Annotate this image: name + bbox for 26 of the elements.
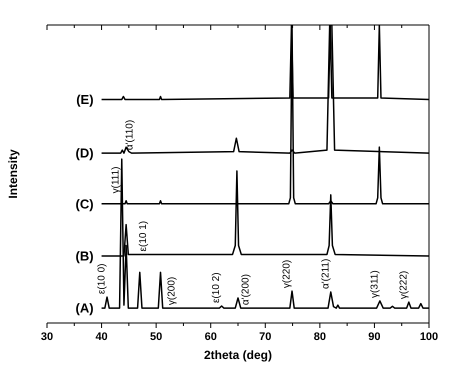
annotation: ε(10 1) [138,220,150,252]
annotation: γ(220) [282,260,293,288]
annotation: γ(222) [398,270,410,300]
annotation: α'(200) [240,274,252,306]
x-tick-label: 50 [150,331,162,343]
series-label: (A) [76,300,94,316]
x-axis-title: 2theta (deg) [204,348,272,362]
series-label: (B) [76,248,94,264]
x-tick-label: 80 [314,331,326,343]
y-axis-title: Intensity [6,149,20,199]
x-tick-label: 60 [204,331,217,343]
annotation: ε(10 2) [211,272,222,304]
x-tick-label: 40 [95,331,108,343]
x-tick-label: 70 [259,331,272,343]
annotation: γ(311) [369,270,380,298]
annotation: γ(111) [110,166,122,194]
x-tick-label: 90 [368,331,381,343]
annotation: ε(10 0) [96,263,108,294]
annotation: α'(211) [320,258,332,290]
series-label: (C) [76,196,94,212]
x-tick-label: 30 [40,331,54,343]
series-label: (E) [76,92,94,108]
series-label: (D) [76,146,94,161]
x-tick-label: 100 [420,331,438,343]
annotation: α'(110) [124,120,136,150]
annotation: γ(200) [166,276,178,306]
